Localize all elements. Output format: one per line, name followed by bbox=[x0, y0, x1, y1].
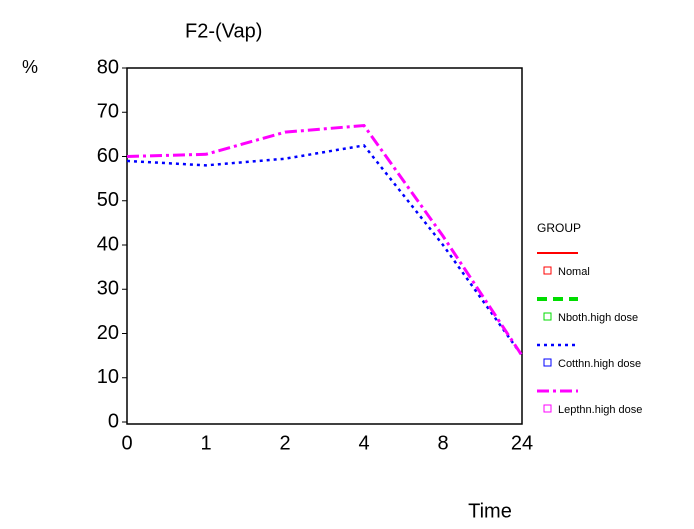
x-tick-label: 0 bbox=[121, 432, 132, 454]
y-tick-label: 40 bbox=[97, 233, 119, 255]
x-tick-label: 8 bbox=[437, 432, 448, 454]
chart-title: F2-(Vap) bbox=[185, 20, 262, 42]
x-tick-label: 2 bbox=[279, 432, 290, 454]
y-tick-label: 80 bbox=[97, 56, 119, 78]
legend-label: Lepthn.high dose bbox=[558, 404, 642, 416]
legend-label: Cotthn.high dose bbox=[558, 358, 641, 370]
y-tick-label: 10 bbox=[97, 366, 119, 388]
y-axis-label: % bbox=[22, 57, 38, 77]
legend-marker bbox=[543, 312, 552, 321]
y-tick-label: 30 bbox=[97, 278, 119, 300]
x-axis-label: Time bbox=[468, 500, 512, 522]
legend-marker bbox=[543, 404, 552, 413]
series-line bbox=[126, 123, 524, 357]
plot-frame bbox=[126, 67, 523, 425]
y-tick-label: 0 bbox=[108, 410, 119, 432]
x-tick-label: 24 bbox=[511, 432, 533, 454]
legend-label: Nomal bbox=[558, 266, 590, 278]
y-tick-label: 50 bbox=[97, 189, 119, 211]
legend-title: GROUP bbox=[537, 221, 581, 235]
y-tick-label: 70 bbox=[97, 101, 119, 123]
y-tick-label: 20 bbox=[97, 322, 119, 344]
legend-marker bbox=[543, 266, 552, 275]
legend-marker bbox=[543, 358, 552, 367]
series-line bbox=[126, 144, 524, 357]
x-tick-label: 1 bbox=[200, 432, 211, 454]
legend-label: Nboth.high dose bbox=[558, 312, 638, 324]
y-tick-label: 60 bbox=[97, 145, 119, 167]
x-tick-label: 4 bbox=[358, 432, 369, 454]
